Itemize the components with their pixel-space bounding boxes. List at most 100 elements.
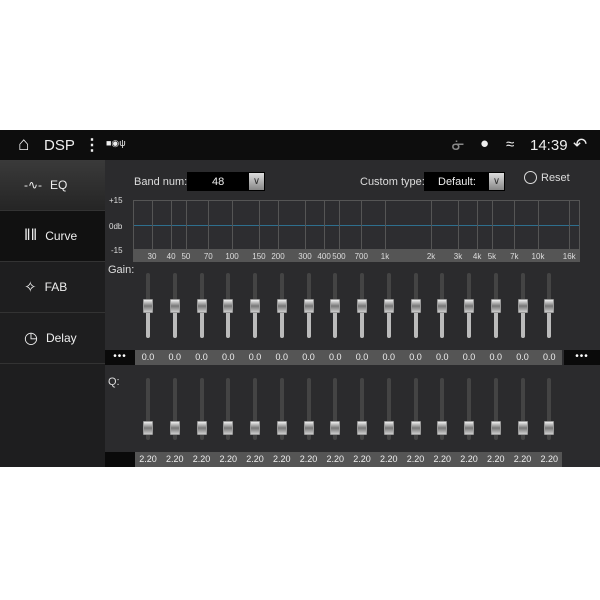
freq-tick-label: 50 [181, 252, 191, 261]
q-slider-track[interactable] [547, 378, 552, 440]
grid-line [569, 201, 571, 250]
more-vert-icon[interactable]: ⋮ [84, 137, 100, 154]
freq-tick-label: 150 [252, 252, 266, 261]
q-slider-knob[interactable] [490, 420, 501, 435]
reset-button[interactable]: Reset [524, 171, 570, 184]
q-slider-track[interactable] [493, 378, 498, 440]
q-value: 2.20 [433, 454, 452, 464]
gain-slider-knob[interactable] [517, 298, 528, 313]
gain-slider-knob[interactable] [276, 298, 287, 313]
gain-slider-fill [279, 305, 284, 338]
band-num-select[interactable]: 48 ∨ [187, 172, 265, 191]
freq-tick-label: 10k [531, 252, 545, 261]
freq-tick-label: 40 [166, 252, 176, 261]
gain-slider-knob[interactable] [143, 298, 153, 313]
gain-slider-knob[interactable] [223, 298, 234, 313]
gain-slider-knob[interactable] [169, 298, 180, 313]
q-values-bar [135, 452, 562, 467]
q-left-box [105, 452, 135, 467]
q-slider-track[interactable] [253, 378, 257, 440]
q-slider-knob[interactable] [517, 420, 528, 435]
q-slider-knob[interactable] [276, 420, 287, 435]
q-slider-track[interactable] [333, 378, 338, 440]
q-slider-track[interactable] [199, 378, 204, 440]
freq-tick-label: 200 [271, 252, 285, 261]
home-icon[interactable]: ⌂ [18, 134, 30, 155]
fader-balance-icon: ✧ [24, 279, 37, 296]
sidebar-item-curve[interactable]: ‖‖ Curve [0, 211, 105, 262]
q-slider-knob[interactable] [544, 420, 555, 435]
q-slider-track[interactable] [386, 378, 391, 440]
gain-slider-knob[interactable] [250, 298, 260, 313]
sidebar: -∿- EQ ‖‖ Curve ✧ FAB ◷ Delay [0, 160, 105, 467]
grid-line [278, 201, 280, 250]
q-slider-knob[interactable] [410, 420, 421, 435]
q-slider-knob[interactable] [383, 420, 394, 435]
q-slider-track[interactable] [440, 378, 445, 440]
gain-value: 0.0 [542, 352, 556, 362]
grid-line [361, 201, 363, 250]
gain-slider-knob[interactable] [357, 298, 367, 313]
q-value: 2.20 [513, 454, 532, 464]
q-value: 2.20 [486, 454, 505, 464]
q-slider-track[interactable] [146, 378, 150, 440]
sidebar-item-fab[interactable]: ✧ FAB [0, 262, 105, 313]
q-slider-knob[interactable] [464, 420, 474, 435]
q-slider-knob[interactable] [330, 420, 341, 435]
q-slider-track[interactable] [413, 378, 418, 440]
gain-value: 0.0 [462, 352, 476, 362]
freq-tick-label: 5k [487, 252, 497, 261]
q-slider-track[interactable] [226, 378, 231, 440]
gain-slider-knob[interactable] [490, 298, 501, 313]
gain-slider-fill [547, 305, 552, 338]
bluetooth-icon: ᓃ [452, 137, 465, 154]
gain-slider-knob[interactable] [464, 298, 474, 313]
grid-line [338, 201, 340, 250]
gain-slider-knob[interactable] [196, 298, 207, 313]
gain-value: 0.0 [489, 352, 502, 362]
grid-line [477, 201, 479, 250]
q-slider-knob[interactable] [437, 420, 448, 435]
gain-slider-knob[interactable] [303, 298, 314, 313]
scroll-left-button[interactable]: ••• [105, 350, 135, 365]
sidebar-item-eq[interactable]: -∿- EQ [0, 160, 105, 211]
location-icon: ● [480, 135, 490, 152]
back-icon[interactable]: ↶ [573, 135, 588, 154]
gain-slider-fill [333, 305, 338, 338]
q-slider-knob[interactable] [223, 420, 234, 435]
gain-slider-fill [146, 305, 150, 338]
grid-line [304, 201, 306, 250]
grid-line [324, 201, 326, 250]
grid-line [171, 201, 173, 250]
gain-slider-fill [253, 305, 257, 338]
grid-line [385, 201, 386, 250]
clock-time: 14:39 [530, 137, 568, 154]
q-slider-knob[interactable] [143, 420, 153, 435]
gain-slider-knob[interactable] [410, 298, 421, 313]
q-value: 2.20 [379, 454, 398, 464]
gain-slider-knob[interactable] [544, 298, 555, 313]
freq-tick-label: 300 [298, 252, 312, 261]
q-slider-track[interactable] [306, 378, 311, 440]
sidebar-item-delay[interactable]: ◷ Delay [0, 313, 105, 364]
q-slider-knob[interactable] [357, 420, 367, 435]
gain-slider-knob[interactable] [437, 298, 448, 313]
q-value: 2.20 [272, 454, 291, 464]
gain-slider-knob[interactable] [383, 298, 394, 313]
gain-slider-knob[interactable] [330, 298, 341, 313]
q-slider-track[interactable] [279, 378, 284, 440]
custom-type-select[interactable]: Default: ∨ [424, 172, 505, 191]
gain-slider-fill [493, 305, 498, 338]
q-slider-knob[interactable] [196, 420, 207, 435]
q-slider-knob[interactable] [250, 420, 260, 435]
scroll-right-button[interactable]: ••• [564, 350, 600, 365]
q-slider-knob[interactable] [303, 420, 314, 435]
q-slider-track[interactable] [360, 378, 364, 440]
q-slider-track[interactable] [172, 378, 177, 440]
y-label-bottom: -15 [111, 246, 123, 255]
gain-values-bar [135, 350, 562, 365]
q-slider-track[interactable] [467, 378, 471, 440]
q-slider-knob[interactable] [169, 420, 180, 435]
q-slider-track[interactable] [520, 378, 525, 440]
gain-value: 0.0 [355, 352, 369, 362]
